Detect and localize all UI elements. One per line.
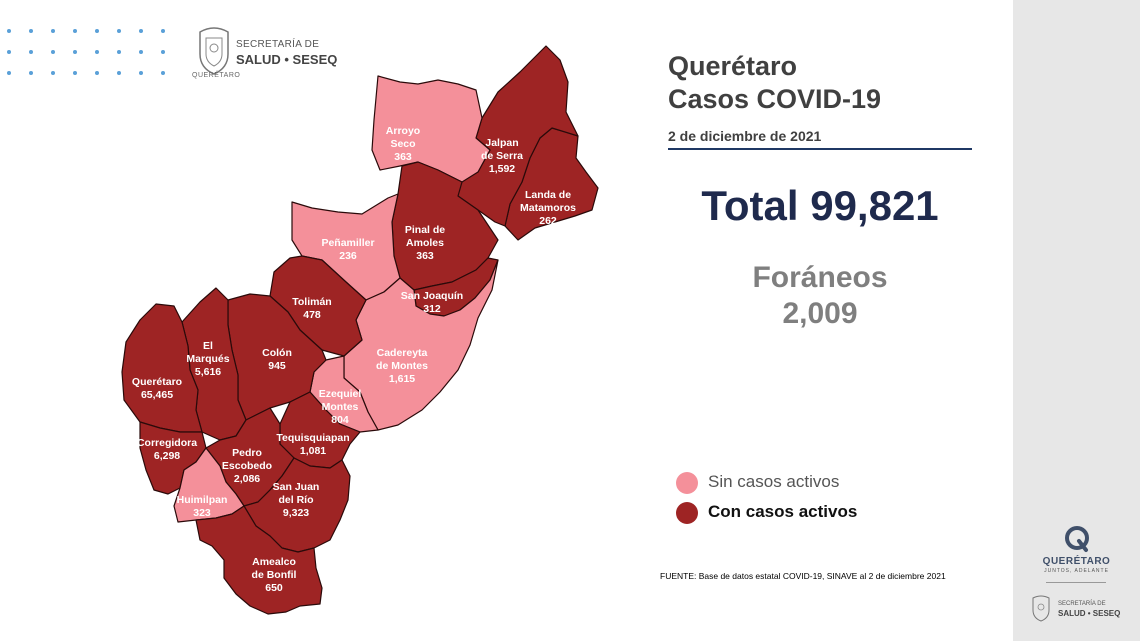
seseq-header-logo: QUERÉTARO SECRETARÍA DE SALUD • SESEQ	[192, 24, 362, 84]
label-jalpan: Jalpan de Serra 1,592	[481, 137, 523, 175]
label-arroyo-seco: Arroyo Seco 363	[386, 125, 420, 163]
label-corregidora-cases: 6,298	[154, 450, 180, 462]
sidebar-logo-subtitle: JUNTOS, ADELANTE	[1044, 568, 1109, 574]
title-divider	[668, 148, 972, 150]
label-arroyo-seco-cases: 363	[394, 151, 412, 163]
label-pinal-line2: Amoles	[406, 237, 444, 249]
label-san-juan-line2: del Río	[278, 494, 313, 506]
region-huimilpan[interactable]	[173, 447, 245, 523]
label-landa-cases: 262	[539, 215, 557, 227]
sidebar-agency-line2: SALUD • SESEQ	[1058, 609, 1121, 618]
legend-label-active: Con casos activos	[708, 502, 858, 521]
header-agency-line1: SECRETARÍA DE	[236, 39, 320, 50]
label-huimilpan: Huimilpan 323	[177, 494, 228, 519]
label-queretaro: Querétaro 65,465	[132, 376, 182, 401]
label-ezequiel-line1: Ezequiel	[319, 388, 362, 400]
label-amealco: Amealco de Bonfil 650	[252, 556, 297, 594]
label-el-marques: El Marqués 5,616	[186, 340, 229, 378]
state-seal-icon	[199, 27, 229, 75]
label-san-joaquin: San Joaquín 312	[401, 290, 463, 315]
sidebar-divider	[1046, 582, 1106, 583]
label-queretaro-line1: Querétaro	[132, 376, 182, 388]
label-tequisquiapan-line1: Tequisquiapan	[276, 432, 349, 444]
queretaro-q-logo-icon	[1065, 526, 1089, 552]
sidebar-logo-title: QUERÉTARO	[1042, 556, 1111, 567]
label-pedro-escobedo-cases: 2,086	[234, 473, 260, 485]
label-toliman: Tolimán 478	[292, 296, 331, 321]
label-pinal-cases: 363	[416, 250, 434, 262]
label-toliman-cases: 478	[303, 309, 321, 321]
label-ezequiel-line2: Montes	[322, 401, 359, 413]
label-pedro-escobedo-line1: Pedro	[232, 447, 262, 459]
label-amealco-cases: 650	[265, 582, 283, 594]
label-arroyo-seco-line2: Seco	[390, 138, 415, 150]
source-note: FUENTE: Base de datos estatal COVID-19, …	[660, 571, 946, 581]
label-penamiller: Peñamiller 236	[321, 237, 374, 262]
label-landa-line2: Matamoros	[520, 202, 576, 214]
label-el-marques-line2: Marqués	[186, 353, 229, 365]
label-san-joaquin-cases: 312	[423, 303, 441, 315]
label-jalpan-cases: 1,592	[489, 163, 515, 175]
title-line2: Casos COVID-19	[668, 84, 882, 114]
label-corregidora: Corregidora 6,298	[137, 437, 197, 462]
label-queretaro-cases: 65,465	[141, 389, 173, 401]
label-huimilpan-line1: Huimilpan	[177, 494, 228, 506]
foreign-cases-value: 2,009	[782, 297, 858, 330]
map-labels-group: Arroyo Seco 363 Jalpan de Serra 1,592 Landa …	[132, 125, 576, 594]
label-ezequiel-cases: 804	[331, 414, 349, 426]
label-amealco-line2: de Bonfil	[252, 569, 297, 581]
label-toliman-line1: Tolimán	[292, 296, 331, 308]
label-cadereyta-line1: Cadereyta	[377, 347, 428, 359]
label-huimilpan-cases: 323	[193, 507, 211, 519]
label-jalpan-line2: de Serra	[481, 150, 523, 162]
page-title: Querétaro Casos COVID-19	[668, 50, 881, 116]
foreign-cases-label: Foráneos	[752, 261, 888, 294]
sidebar-agency-line1: SECRETARÍA DE	[1058, 601, 1106, 607]
label-san-joaquin-line1: San Joaquín	[401, 290, 463, 302]
sidebar-seal-icon	[1032, 595, 1050, 622]
total-cases: Total 99,821	[701, 182, 939, 229]
label-pinal-line1: Pinal de	[405, 224, 445, 236]
label-amealco-line1: Amealco	[252, 556, 296, 568]
label-ezequiel: Ezequiel Montes 804	[319, 388, 362, 426]
header-agency-line2: SALUD • SESEQ	[236, 52, 338, 67]
label-tequisquiapan-cases: 1,081	[300, 445, 326, 457]
label-san-juan-cases: 9,323	[283, 507, 309, 519]
label-pinal: Pinal de Amoles 363	[405, 224, 445, 262]
right-sidebar	[1013, 0, 1140, 641]
legend-swatch-inactive	[676, 472, 698, 494]
header-state-text: QUERÉTARO	[192, 72, 241, 79]
region-amealco[interactable]	[195, 505, 323, 615]
region-arroyo-seco[interactable]	[371, 75, 491, 183]
legend-label-inactive: Sin casos activos	[708, 472, 840, 491]
label-penamiller-line1: Peñamiller	[321, 237, 374, 249]
label-san-juan-line1: San Juan	[273, 481, 320, 493]
label-el-marques-cases: 5,616	[195, 366, 221, 378]
label-corregidora-line1: Corregidora	[137, 437, 197, 449]
label-colon: Colón 945	[262, 347, 292, 372]
label-pedro-escobedo-line2: Escobedo	[222, 460, 272, 472]
label-arroyo-seco-line1: Arroyo	[386, 125, 420, 137]
report-date: 2 de diciembre de 2021	[668, 128, 822, 144]
label-pedro-escobedo: Pedro Escobedo 2,086	[222, 447, 272, 485]
label-el-marques-line1: El	[203, 340, 213, 352]
label-penamiller-cases: 236	[339, 250, 357, 262]
label-tequisquiapan: Tequisquiapan 1,081	[276, 432, 349, 457]
label-colon-cases: 945	[268, 360, 286, 372]
label-colon-line1: Colón	[262, 347, 292, 359]
sidebar-seseq-logo: SECRETARÍA DE SALUD • SESEQ	[1030, 594, 1140, 630]
title-line1: Querétaro	[668, 51, 798, 81]
label-cadereyta: Cadereyta de Montes 1,615	[376, 347, 428, 385]
label-san-juan: San Juan del Río 9,323	[273, 481, 320, 519]
label-landa-line1: Landa de	[525, 189, 571, 201]
label-jalpan-line1: Jalpan	[485, 137, 518, 149]
foreign-cases: Foráneos 2,009	[700, 260, 940, 332]
label-cadereyta-line2: de Montes	[376, 360, 428, 372]
legend-swatch-active	[676, 502, 698, 524]
label-landa: Landa de Matamoros 262	[520, 189, 576, 227]
decorative-dot-grid	[7, 29, 165, 75]
label-cadereyta-cases: 1,615	[389, 373, 415, 385]
